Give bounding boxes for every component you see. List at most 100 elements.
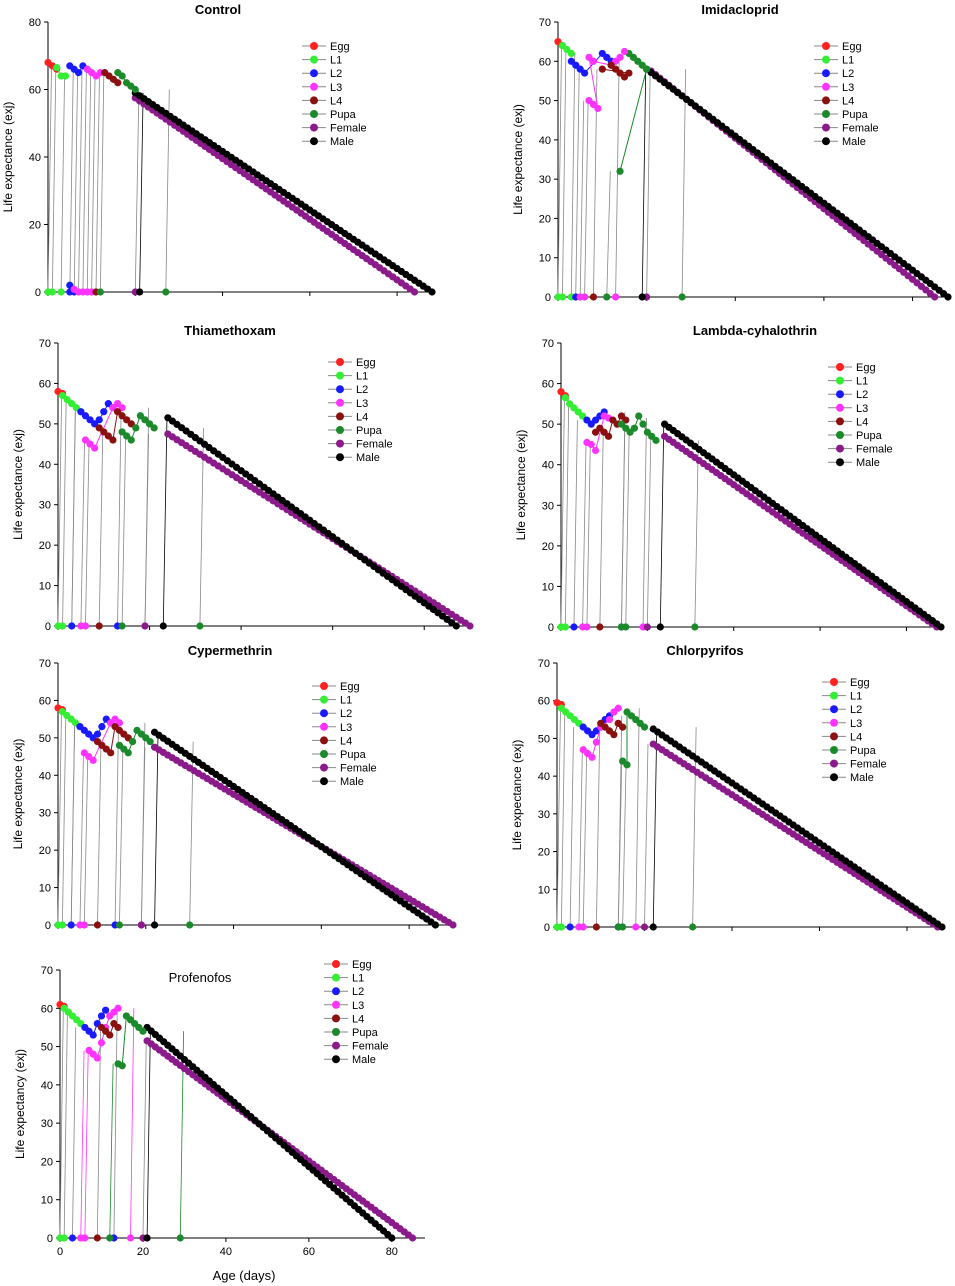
legend-label-l4: L4 <box>842 95 854 107</box>
connector-line <box>622 761 627 928</box>
legend-marker-female <box>310 123 318 132</box>
connector-line <box>556 708 561 928</box>
connector-line <box>60 75 65 293</box>
zero-point-pupa <box>619 923 627 931</box>
y-axis-label: Life expectance (exj) <box>514 430 528 541</box>
y-tick-label: 40 <box>538 771 550 783</box>
connector-line <box>562 45 567 298</box>
connector-line <box>114 722 119 926</box>
y-tick-label: 50 <box>538 733 550 745</box>
legend-marker-female <box>320 763 328 772</box>
legend-marker-female <box>822 123 830 132</box>
zero-point-l4 <box>596 623 604 631</box>
y-tick-label: 0 <box>45 920 51 932</box>
legend-label-l4: L4 <box>340 735 352 747</box>
data-point-pupa <box>131 85 139 94</box>
data-point-l4 <box>625 69 633 77</box>
zero-point-l3 <box>579 923 587 931</box>
legend-marker-male <box>822 137 830 146</box>
legend-marker-l3 <box>336 398 344 407</box>
connector-line <box>582 442 587 628</box>
legend-marker-l2 <box>836 390 844 399</box>
legend-marker-l1 <box>830 691 838 700</box>
data-point-pupa <box>129 738 137 746</box>
data-point-l4 <box>107 749 115 757</box>
data-point-l3 <box>93 1054 101 1062</box>
connector-line <box>71 411 76 627</box>
legend-label-pupa: Pupa <box>340 749 367 761</box>
legend-marker-l1 <box>332 973 340 982</box>
data-point-pupa <box>643 65 651 73</box>
connector-line <box>119 745 124 926</box>
data-point-l3 <box>70 285 78 293</box>
legend-label-l1: L1 <box>330 55 342 67</box>
y-tick-label: 10 <box>542 581 554 593</box>
legend-label-l1: L1 <box>356 371 368 383</box>
legend-marker-male <box>830 773 838 782</box>
legend-marker-l2 <box>822 69 830 78</box>
data-point-l4 <box>598 65 606 73</box>
y-tick-label: 40 <box>41 1080 53 1092</box>
connector-line <box>59 1008 64 1239</box>
connector-line <box>82 69 87 293</box>
data-point-pupa <box>146 738 154 746</box>
connector-line <box>97 741 102 926</box>
y-tick-label: 80 <box>29 17 41 29</box>
data-point-l3 <box>591 446 600 455</box>
chart-panel-lambda-cyhalothrin: Lambda-cyhalothrin 0 10 20 30 40 50 60 70 Life ex… <box>514 323 945 634</box>
y-tick-label: 60 <box>39 378 51 390</box>
legend-label-pupa: Pupa <box>850 745 877 757</box>
y-tick-label: 30 <box>542 500 554 512</box>
legend-label-female: Female <box>352 1041 389 1053</box>
legend-label-l2: L2 <box>330 68 342 80</box>
chart-panel-chlorpyrifos: Chlorpyrifos 0 10 20 30 40 50 60 70 Life expectan… <box>510 643 946 934</box>
y-tick-label: 30 <box>39 500 51 512</box>
connector-line <box>57 395 63 627</box>
y-tick-label: 70 <box>39 338 51 350</box>
data-point-male <box>937 623 945 631</box>
legend-marker-l2 <box>830 705 838 714</box>
zero-point-male <box>649 923 657 931</box>
zero-point-pupa <box>622 623 630 631</box>
zero-point-pupa <box>115 921 124 929</box>
legend-label-male: Male <box>330 136 354 148</box>
legend-marker-l2 <box>332 987 340 996</box>
zero-point-l2 <box>570 623 578 631</box>
connector-line <box>584 100 589 298</box>
data-point-l3 <box>616 53 624 61</box>
zero-point-l1 <box>58 921 66 929</box>
connector-line <box>646 71 651 298</box>
y-tick-label: 60 <box>29 85 41 97</box>
connector-line <box>134 97 140 293</box>
data-point-l1 <box>53 63 61 72</box>
zero-point-male <box>136 288 144 296</box>
x-tick-label: 0 <box>57 1246 63 1258</box>
connector-line <box>642 418 647 628</box>
legend-label-l2: L2 <box>856 389 868 401</box>
legend-marker-l1 <box>320 695 328 704</box>
y-tick-label: 60 <box>41 1003 53 1015</box>
y-tick-label: 50 <box>39 733 51 745</box>
connector-line <box>617 761 623 928</box>
data-point-l2 <box>100 408 108 416</box>
connector-line <box>615 61 620 298</box>
legend-marker-l3 <box>320 722 328 731</box>
data-point-l2 <box>89 1031 97 1039</box>
y-axis-label: Life expectance (exj) <box>510 740 524 851</box>
zero-point-pupa <box>106 1234 114 1242</box>
zero-point-female <box>137 921 145 929</box>
connector-line <box>557 45 562 298</box>
legend-marker-male <box>320 777 328 786</box>
zero-point-l3 <box>632 923 640 931</box>
zero-point-female <box>640 923 649 931</box>
y-tick-label: 70 <box>41 965 53 977</box>
data-point-pupa <box>623 761 631 769</box>
zero-point-pupa <box>176 1234 184 1242</box>
legend-marker-l3 <box>836 403 844 412</box>
y-tick-label: 30 <box>538 809 550 821</box>
legend-marker-l4 <box>822 96 830 105</box>
legend-marker-l4 <box>332 1014 340 1023</box>
data-point-l3 <box>589 57 598 65</box>
legend-marker-egg <box>320 682 328 690</box>
